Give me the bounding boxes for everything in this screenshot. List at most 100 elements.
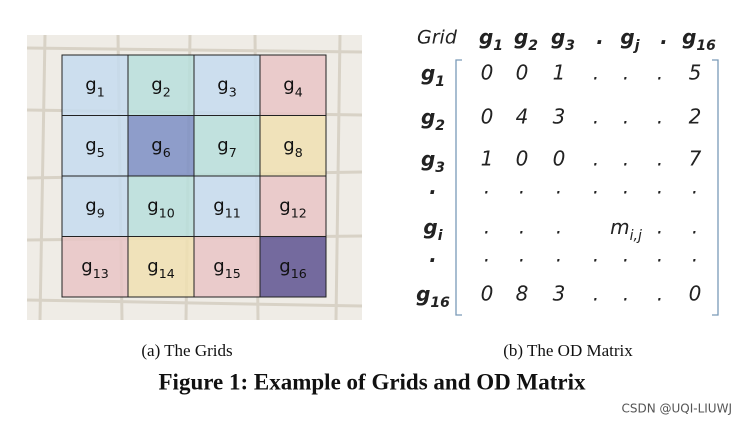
grid-cell [193, 236, 261, 298]
grid-label-base: g [151, 135, 162, 156]
matrix-cell: . [692, 215, 698, 239]
matrix-cell: . [556, 215, 562, 239]
grid-label-sub: 7 [229, 145, 237, 160]
grid-cell [127, 54, 195, 116]
grid-cell [259, 54, 327, 116]
matrix-cell: . [657, 61, 663, 85]
row-header: g2 [421, 105, 445, 135]
column-header-base: . [596, 25, 604, 49]
grid-cell [259, 175, 327, 237]
matrix-cell: 1 [553, 61, 566, 85]
row-header-sub: 2 [435, 118, 445, 134]
matrix-cell: . [657, 243, 663, 267]
grid-label: g4 [283, 74, 302, 99]
column-header-sub: 2 [528, 38, 538, 54]
grid-label: g12 [279, 195, 306, 220]
matrix-cell: 7 [689, 147, 702, 171]
row-header-base: g [421, 147, 435, 171]
grid-label-base: g [213, 195, 224, 216]
grid-label-sub: 10 [159, 205, 175, 220]
matrix-cell: 0 [481, 282, 494, 306]
map-road [26, 298, 363, 308]
row-header: g3 [421, 147, 445, 177]
matrix-cell: . [593, 105, 599, 129]
matrix-cell: . [484, 243, 490, 267]
matrix-cell: . [623, 282, 629, 306]
grid-cell [61, 236, 129, 298]
grid-label: g14 [147, 256, 174, 281]
grid-cell [259, 236, 327, 298]
grid-label-base: g [283, 135, 294, 156]
column-header-sub: 1 [493, 38, 503, 54]
matrix-cell: . [623, 147, 629, 171]
grid-label: g6 [151, 135, 170, 160]
grid-cell [193, 54, 261, 116]
matrix-cell: mi,j [610, 215, 642, 245]
row-header-base: g [421, 105, 435, 129]
matrix-cell: . [657, 215, 663, 239]
matrix-cell: 4 [516, 105, 529, 129]
matrix-cell: 0 [516, 61, 529, 85]
grid-label-base: g [85, 195, 96, 216]
row-header: g1 [421, 61, 445, 91]
column-header-sub: 3 [565, 38, 575, 54]
matrix-cell: . [556, 175, 562, 199]
grid-cell [193, 175, 261, 237]
grid-label: g15 [213, 256, 240, 281]
grid-label-sub: 11 [225, 205, 241, 220]
map-road [38, 34, 47, 321]
row-header-base: g [416, 282, 430, 306]
matrix-cell-sub: i,j [630, 228, 642, 244]
grid-label-base: g [151, 74, 162, 95]
grid-cell [259, 115, 327, 177]
grid-label: g8 [283, 135, 302, 160]
matrix-cell: . [519, 243, 525, 267]
map-road [334, 34, 342, 321]
column-header-base: g [551, 25, 565, 49]
caption-a: (a) The Grids [141, 341, 232, 360]
grid-cell [127, 175, 195, 237]
grid-label: g9 [85, 195, 104, 220]
matrix-cell: 2 [689, 105, 702, 129]
grid-cell [127, 115, 195, 177]
grid-label: g13 [81, 256, 108, 281]
grid-label-base: g [85, 135, 96, 156]
grid-label: g3 [217, 74, 236, 99]
grid-label-base: g [279, 256, 290, 277]
row-header-sub: 16 [430, 295, 450, 311]
grid-label-sub: 5 [97, 145, 105, 160]
matrix-cell: . [657, 105, 663, 129]
grid-label-sub: 13 [93, 266, 109, 281]
grid-label: g2 [151, 74, 170, 99]
figure-title: Figure 1: Example of Grids and OD Matrix [159, 369, 586, 394]
row-header-sub: i [438, 228, 443, 244]
grid-label-sub: 16 [291, 266, 307, 281]
grid-label: g10 [147, 195, 174, 220]
matrix-cell: 8 [516, 282, 529, 306]
column-header: g3 [551, 25, 575, 55]
matrix-cell: 1 [481, 147, 494, 171]
row-header-base: g [421, 61, 435, 85]
matrix-cell: 0 [516, 147, 529, 171]
column-header: g2 [514, 25, 538, 55]
matrix-cell: . [623, 61, 629, 85]
watermark: CSDN @UQI-LIUWJ [621, 402, 732, 416]
column-header-base: g [682, 25, 696, 49]
grid-label: g11 [213, 195, 240, 220]
grid-label-base: g [147, 256, 158, 277]
column-header-base: g [620, 25, 634, 49]
column-header-base: g [514, 25, 528, 49]
column-header: . [660, 25, 668, 49]
grid-label-base: g [283, 74, 294, 95]
row-header: . [429, 175, 437, 199]
grid-label-base: g [81, 256, 92, 277]
matrix-cell: . [556, 243, 562, 267]
grid-label: g7 [217, 135, 236, 160]
grid-label-sub: 9 [97, 205, 105, 220]
grid-label-base: g [213, 256, 224, 277]
matrix-cell: . [593, 282, 599, 306]
grid-label-base: g [217, 135, 228, 156]
row-header: . [429, 243, 437, 267]
row-header-base: g [423, 215, 437, 239]
